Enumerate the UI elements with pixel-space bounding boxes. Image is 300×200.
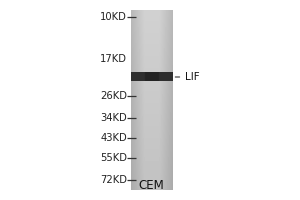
- Text: 10KD: 10KD: [100, 12, 127, 22]
- Text: 55KD: 55KD: [100, 153, 127, 163]
- Text: 34KD: 34KD: [100, 113, 127, 123]
- Text: 17KD: 17KD: [100, 54, 127, 64]
- Text: CEM: CEM: [139, 179, 164, 192]
- Text: 26KD: 26KD: [100, 91, 127, 101]
- Text: LIF: LIF: [185, 72, 200, 82]
- Text: 72KD: 72KD: [100, 175, 127, 185]
- Text: 43KD: 43KD: [100, 133, 127, 143]
